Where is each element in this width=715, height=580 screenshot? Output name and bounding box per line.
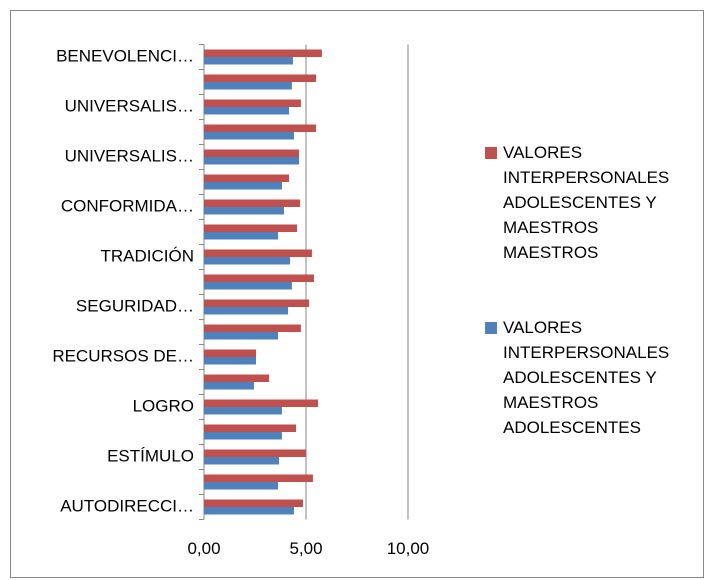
bar [204, 449, 306, 457]
y-tick-label: BENEVOLENCI… [56, 46, 194, 65]
bar [204, 149, 300, 157]
y-tick-label: LOGRO [133, 396, 194, 415]
x-tick-label: 5,00 [289, 539, 322, 558]
bar [204, 49, 322, 57]
bar [204, 349, 257, 357]
bar [204, 124, 316, 132]
y-tick-label: ESTÍMULO [107, 446, 194, 465]
bar [204, 182, 282, 190]
bar [204, 274, 314, 282]
bar [204, 174, 290, 182]
bar [204, 432, 282, 440]
bar [204, 82, 292, 90]
x-tick-label: 0,00 [187, 539, 220, 558]
bar [204, 474, 313, 482]
bar [204, 457, 280, 465]
bar [204, 157, 300, 165]
y-tick-label: TRADICIÓN [101, 246, 195, 265]
bar [204, 57, 293, 65]
y-tick-label: UNIVERSALIS… [65, 146, 194, 165]
legend-label: VALORES INTERPERSONALES ADOLESCENTES Y M… [503, 143, 670, 262]
bar [204, 199, 301, 207]
bar [204, 332, 279, 340]
bar [204, 407, 282, 415]
bar [204, 382, 254, 390]
legend-swatch [485, 322, 497, 334]
y-tick-label: AUTODIRECCI… [60, 496, 194, 515]
frame [10, 10, 704, 578]
bar [204, 107, 290, 115]
y-tick-label: CONFORMIDA… [61, 196, 194, 215]
y-tick-label: SEGURIDAD… [76, 296, 194, 315]
bar [204, 224, 298, 232]
bar [204, 132, 294, 140]
bar [204, 257, 291, 265]
x-tick-label: 10,00 [387, 539, 430, 558]
bar [204, 299, 310, 307]
bar [204, 507, 294, 515]
bar [204, 324, 301, 332]
bar [204, 374, 270, 382]
bar [204, 482, 279, 490]
bar [204, 357, 257, 365]
bar [204, 307, 289, 315]
bar [204, 424, 297, 432]
legend-swatch [485, 147, 497, 159]
legend-label: VALORES INTERPERSONALES ADOLESCENTES Y M… [503, 318, 670, 437]
bar [204, 499, 303, 507]
y-tick-label: UNIVERSALIS… [65, 96, 194, 115]
bar [204, 74, 316, 82]
bar [204, 282, 292, 290]
bar [204, 399, 319, 407]
y-tick-label: RECURSOS DE… [52, 346, 194, 365]
bar [204, 99, 301, 107]
bar [204, 232, 279, 240]
bar [204, 207, 284, 215]
bar [204, 249, 312, 257]
